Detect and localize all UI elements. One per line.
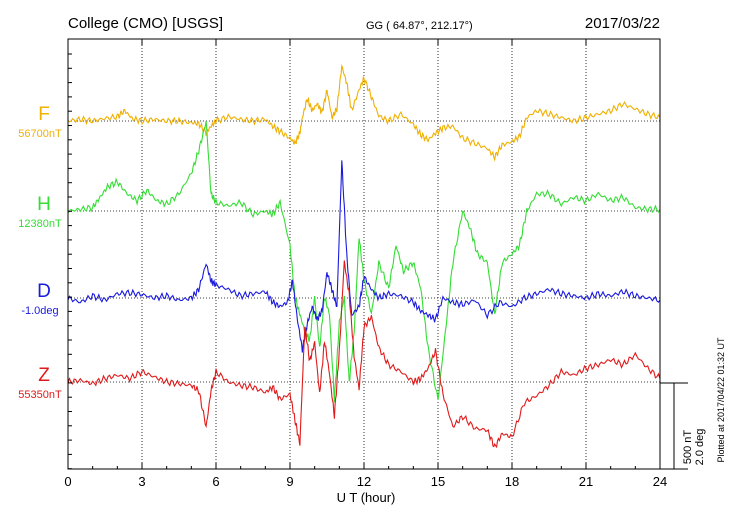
data-traces [67,64,661,449]
x-axis-title: U T (hour) [337,490,396,505]
x-tick-label: 15 [431,474,445,489]
x-tick-label: 9 [286,474,293,489]
station-title: College (CMO) [USGS] [68,15,223,32]
component-letter-d: D [37,281,51,302]
grid-lines [68,39,660,469]
baseline-label-d: -1.0deg [21,305,58,317]
baseline-label-f: 56700nT [18,128,62,140]
series-line-f [67,64,661,162]
x-tick-label: 12 [357,474,371,489]
plot-frame [67,38,661,470]
component-labels: F 56700nT H 12380nT D -1.0deg Z 55350nT [18,104,62,401]
series-line-h [67,121,661,403]
component-letter-h: H [37,194,51,215]
x-tick-label: 6 [212,474,219,489]
x-tick-label: 24 [653,474,667,489]
baseline-label-h: 12380nT [18,218,62,230]
plotted-note: Plotted at 2017/04/22 01:32 UT [716,337,726,463]
scale-deg-label: 2.0 deg [694,429,706,466]
scale-bar: 500 nT 2.0 deg [660,382,706,470]
series-line-d [67,160,661,353]
baseline-label-z: 55350nT [18,389,62,401]
component-letter-z: Z [38,365,50,386]
scale-nt-label: 500 nT [682,430,694,465]
x-axis: 0 3 6 9 12 15 18 21 24 [64,39,667,489]
x-tick-label: 18 [505,474,519,489]
x-tick-label: 0 [64,474,71,489]
series-line-z [67,260,661,449]
station-coords: GG ( 64.87°, 212.17°) [366,20,473,32]
component-letter-f: F [38,104,50,125]
x-tick-label: 3 [138,474,145,489]
plot-date: 2017/03/22 [585,15,660,32]
x-tick-label: 21 [579,474,593,489]
